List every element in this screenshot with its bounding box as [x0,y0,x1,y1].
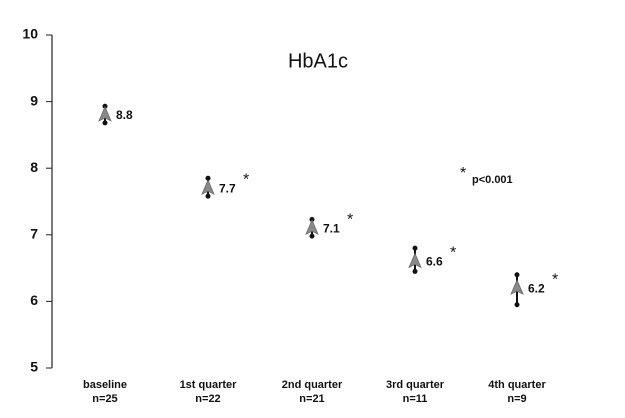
y-tick-label: 5 [30,359,38,375]
x-tick-label: 4th quarter [488,379,546,391]
significance-marker: * [347,211,353,228]
error-cap-upper [514,272,520,278]
mean-marker [98,105,112,122]
n-label: n=25 [92,393,117,405]
annotation-symbol: * [460,165,466,182]
y-tick-label: 8 [30,159,38,175]
annotation: p<0.001 [472,174,513,186]
mean-marker [408,252,422,269]
y-tick-label: 6 [30,292,38,308]
chart-title: HbA1c [288,50,348,72]
significance-marker: * [243,171,249,188]
error-cap-upper [412,245,418,251]
x-tick-label: 3rd quarter [386,379,445,391]
error-cap-lower [309,233,315,239]
error-cap-lower [205,193,211,199]
error-cap-lower [412,268,418,274]
error-cap-upper [205,175,211,181]
significance-marker: * [552,271,558,288]
n-label: n=9 [507,393,526,405]
x-tick-label: 2nd quarter [282,379,343,391]
mean-marker [510,279,524,295]
significance-marker: * [450,245,456,262]
n-label: n=22 [195,393,220,405]
value-label: 8.8 [116,108,133,122]
value-label: 7.7 [219,181,236,195]
y-tick-label: 9 [30,92,38,108]
error-cap-lower [514,302,520,308]
x-tick-label: 1st quarter [180,379,238,391]
value-label: 6.2 [528,281,545,295]
value-label: 7.1 [323,221,340,235]
mean-marker [201,179,215,196]
value-label: 6.6 [426,255,443,269]
mean-marker [305,219,319,235]
y-tick-label: 10 [22,26,38,42]
n-label: n=21 [299,393,324,405]
n-label: n=11 [403,393,428,405]
y-tick-label: 7 [30,226,38,242]
error-cap-lower [102,120,108,126]
x-tick-label: baseline [83,379,127,391]
